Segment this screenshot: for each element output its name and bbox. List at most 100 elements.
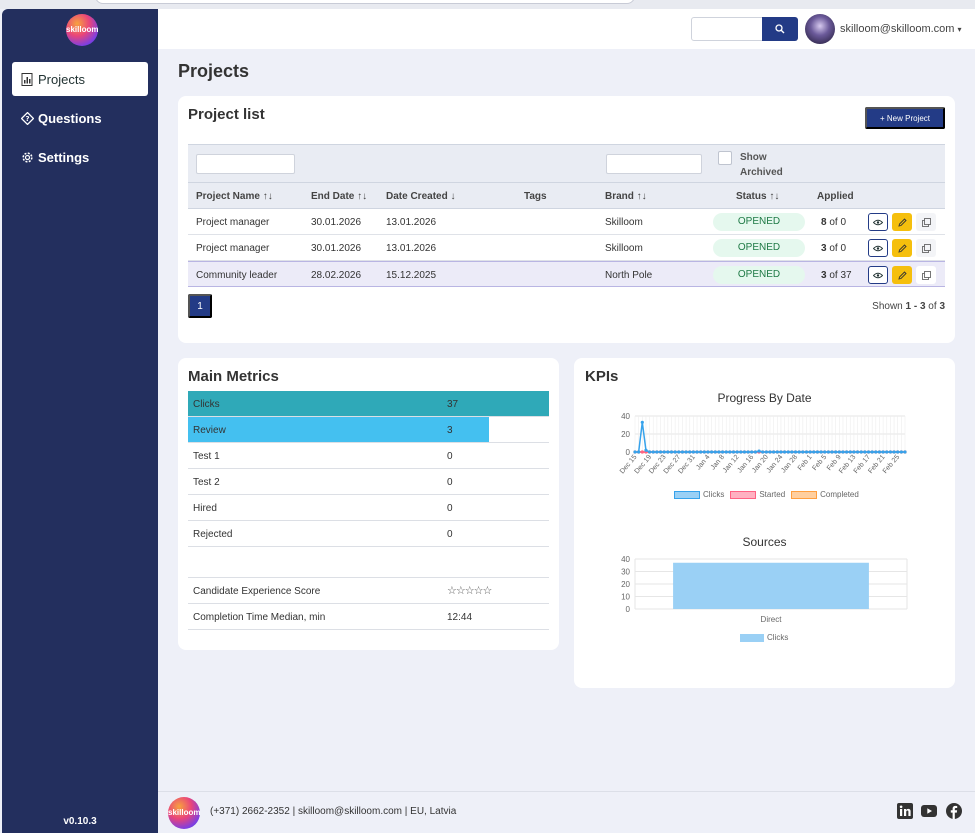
brand-logo[interactable]: skilloom: [66, 14, 98, 46]
data-point-clicks: [720, 450, 725, 454]
x-tick-label: Direct: [761, 615, 783, 624]
sidebar-item-label: Projects: [38, 71, 85, 87]
new-project-button[interactable]: + New Project: [865, 107, 945, 129]
col-date-created[interactable]: Date Created ↓: [386, 191, 456, 202]
footer-logo[interactable]: skilloom: [168, 797, 200, 829]
legend-swatch: [730, 490, 757, 499]
view-button[interactable]: [868, 213, 888, 231]
sidebar-item-questions[interactable]: ? Questions: [12, 101, 148, 135]
duplicate-button[interactable]: [916, 239, 936, 257]
experience-score-label: Candidate Experience Score: [193, 586, 321, 597]
main-metrics-card: Main Metrics Clicks 37 Review 3 Test 1 0 Test …: [178, 358, 559, 650]
search-icon: [775, 24, 785, 34]
view-button[interactable]: [868, 239, 888, 257]
youtube-icon[interactable]: [921, 803, 937, 819]
data-point-clicks: [841, 450, 845, 454]
data-point-clicks: [637, 450, 641, 454]
facebook-icon[interactable]: [946, 803, 962, 819]
experience-score-row: Candidate Experience Score ☆☆☆☆☆: [188, 578, 549, 604]
table-row[interactable]: Project manager 30.01.2026 13.01.2026 Sk…: [188, 235, 945, 261]
show-archived-checkbox[interactable]: [718, 151, 732, 165]
brand-filter[interactable]: [606, 154, 702, 174]
col-project-name[interactable]: Project Name ↑↓: [196, 191, 273, 202]
logo-text: skilloom: [66, 25, 99, 34]
linkedin-icon[interactable]: [897, 803, 913, 819]
legend-item-completed[interactable]: Completed: [791, 490, 859, 499]
data-point-clicks: [655, 450, 659, 454]
svg-text:?: ?: [25, 115, 29, 123]
cell-project-name[interactable]: Project manager: [196, 243, 270, 254]
applied-count: 3: [821, 243, 827, 254]
search-input[interactable]: [691, 17, 763, 41]
col-status[interactable]: Status ↑↓: [736, 191, 780, 202]
user-email: skilloom@skilloom.com: [840, 23, 955, 35]
project-name-filter[interactable]: [196, 154, 295, 174]
shown-range: 1 - 3: [905, 301, 926, 312]
cell-applied: 3 of 37: [821, 270, 852, 281]
data-point-clicks: [866, 450, 871, 454]
col-end-date[interactable]: End Date ↑↓: [311, 191, 368, 202]
data-point-clicks: [903, 450, 907, 454]
legend-label: Completed: [820, 490, 859, 499]
duplicate-button[interactable]: [916, 266, 936, 284]
view-button[interactable]: [868, 266, 888, 284]
cell-project-name[interactable]: Community leader: [196, 270, 278, 281]
data-point-clicks: [735, 450, 739, 454]
data-point-clicks: [815, 450, 820, 454]
question-diamond-icon: ?: [20, 111, 34, 125]
eye-icon: [873, 219, 883, 225]
duplicate-button[interactable]: [916, 213, 936, 231]
data-point-clicks: [786, 450, 790, 454]
footer-contact: (+371) 2662-2352 | skilloom@skilloom.com…: [210, 806, 457, 817]
page-title: Projects: [178, 61, 250, 81]
metric-row-review: Review 3: [188, 417, 549, 443]
table-row[interactable]: Project manager 30.01.2026 13.01.2026 Sk…: [188, 209, 945, 235]
col-applied: Applied: [817, 191, 854, 202]
data-point-clicks: [830, 450, 834, 454]
y-tick-label: 40: [621, 412, 630, 421]
data-point-clicks: [761, 450, 765, 454]
kpis-title: KPIs: [585, 368, 619, 385]
cell-brand: North Pole: [605, 270, 653, 281]
data-point-clicks: [644, 448, 648, 452]
cell-brand: Skilloom: [605, 243, 643, 254]
data-point-clicks: [826, 450, 830, 454]
data-point-clicks: [793, 450, 798, 454]
search-button[interactable]: [762, 17, 798, 41]
user-menu[interactable]: skilloom@skilloom.com ▾: [840, 23, 962, 35]
metric-row-test-1: Test 1 0: [188, 443, 549, 469]
cell-date-created: 13.01.2026: [386, 243, 437, 254]
sidebar-item-projects[interactable]: Projects: [12, 62, 148, 96]
edit-button[interactable]: [892, 213, 912, 231]
data-point-clicks: [713, 450, 717, 454]
legend-item-clicks[interactable]: Clicks: [740, 633, 788, 642]
edit-button[interactable]: [892, 266, 912, 284]
project-list-card: Project list + New Project Show Archived…: [178, 96, 955, 343]
applied-count: 8: [821, 217, 827, 228]
cell-project-name[interactable]: Project manager: [196, 217, 270, 228]
completion-time-value: 12:44: [447, 612, 473, 623]
eye-icon: [873, 245, 883, 251]
data-point-clicks: [870, 450, 874, 454]
pagination-page-1[interactable]: 1: [188, 294, 212, 318]
browser-address-bar[interactable]: [95, 0, 635, 4]
cell-end-date: 30.01.2026: [311, 243, 362, 254]
user-avatar[interactable]: [805, 14, 835, 44]
legend-item-clicks[interactable]: Clicks: [674, 490, 724, 499]
data-point-clicks: [706, 450, 710, 454]
table-row[interactable]: Community leader 28.02.2026 15.12.2025 N…: [188, 261, 945, 287]
data-point-clicks: [673, 450, 677, 454]
col-brand[interactable]: Brand ↑↓: [605, 191, 647, 202]
data-point-clicks: [863, 450, 867, 454]
applied-of: of 37: [826, 270, 852, 281]
legend-item-started[interactable]: Started: [730, 490, 785, 499]
copy-icon: [921, 270, 931, 280]
data-point-clicks: [859, 450, 863, 454]
sidebar-item-settings[interactable]: Settings: [12, 140, 148, 174]
legend-label: Clicks: [703, 490, 725, 499]
data-point-clicks: [790, 450, 794, 454]
data-point-clicks: [804, 450, 809, 454]
copy-icon: [921, 243, 931, 253]
edit-button[interactable]: [892, 239, 912, 257]
